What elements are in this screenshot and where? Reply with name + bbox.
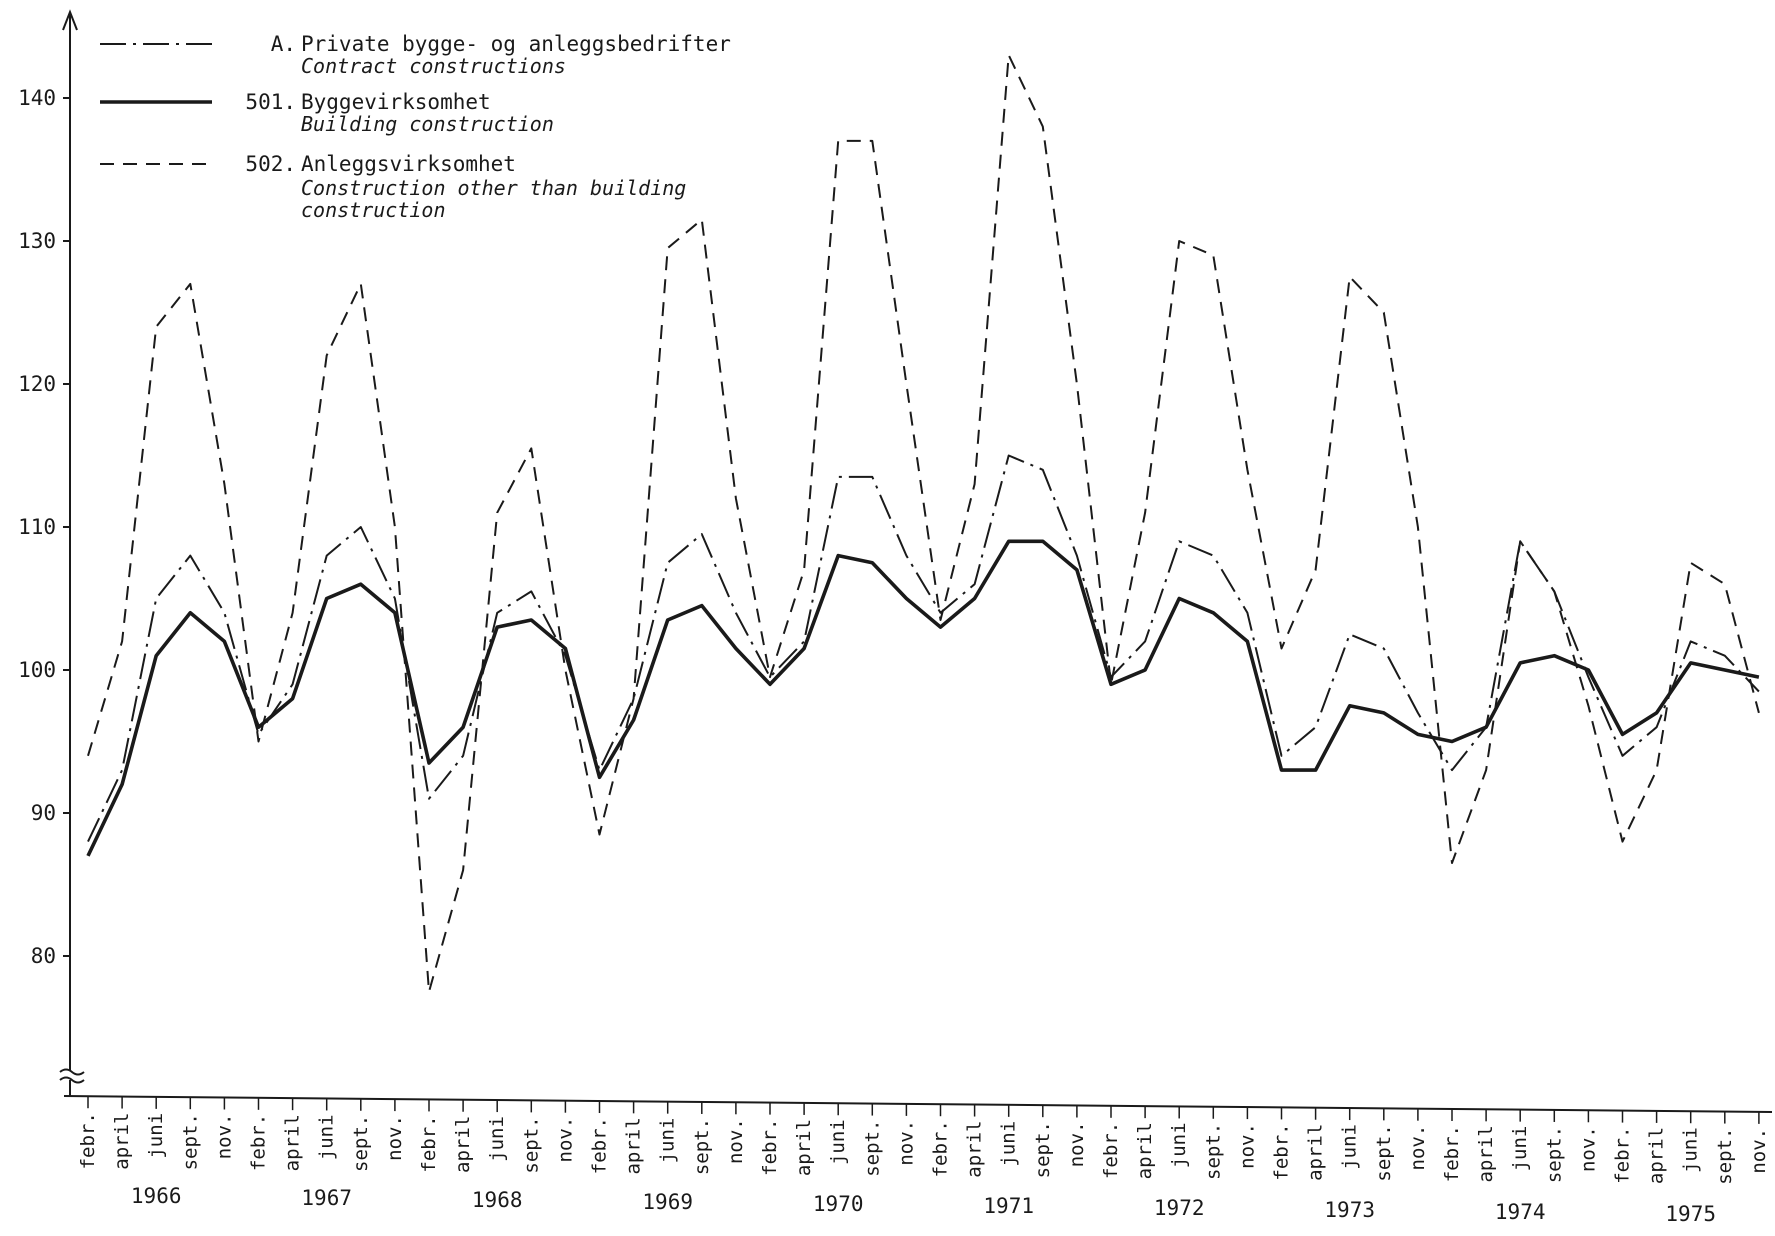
x-tick-label: nov. <box>1577 1126 1599 1172</box>
x-tick-label: juni <box>316 1114 338 1160</box>
axis-break-mark <box>59 1076 85 1084</box>
x-tick-label: febr. <box>930 1120 952 1177</box>
x-tick-label: sept. <box>1714 1128 1736 1185</box>
x-axis-line <box>63 1095 1773 1113</box>
legend-label: Anleggsvirksomhet <box>301 152 516 176</box>
x-tick-label: nov. <box>213 1114 235 1160</box>
x-tick-label: nov. <box>1066 1121 1088 1167</box>
x-tick-label: sept. <box>1202 1123 1224 1180</box>
axis-break-mark <box>59 1068 85 1076</box>
year-label: 1970 <box>813 1192 864 1216</box>
x-tick-label: juni <box>1680 1127 1702 1173</box>
x-tick-label: febr. <box>759 1119 781 1176</box>
x-tick-label: febr. <box>77 1112 99 1169</box>
x-tick-label: juni <box>827 1119 849 1165</box>
x-tick-label: sept. <box>179 1113 201 1170</box>
year-label: 1969 <box>642 1190 693 1214</box>
year-label: 1975 <box>1665 1202 1716 1226</box>
year-label: 1972 <box>1154 1196 1205 1220</box>
x-tick-label: april <box>282 1114 304 1171</box>
x-tick-label: sept. <box>1543 1126 1565 1183</box>
x-tick-label: april <box>111 1113 133 1170</box>
x-tick-label: juni <box>998 1121 1020 1167</box>
x-tick-label: febr. <box>1441 1125 1463 1182</box>
x-tick-label: nov. <box>1236 1123 1258 1169</box>
y-tick-label: 120 <box>18 372 56 396</box>
x-tick-label: febr. <box>418 1115 440 1172</box>
legend-code: A. <box>271 32 296 56</box>
y-tick-label: 130 <box>18 229 56 253</box>
x-axis-tick-labels: febr. april juni sept. nov. febr. april juni sep… <box>77 1112 1770 1226</box>
x-tick-label: april <box>452 1116 474 1173</box>
x-tick-label: febr. <box>1271 1123 1293 1180</box>
x-tick-label: febr. <box>589 1117 611 1174</box>
year-label: 1973 <box>1324 1198 1375 1222</box>
x-tick-label: sept. <box>350 1115 372 1172</box>
x-tick-label: juni <box>1509 1126 1531 1172</box>
year-label: 1968 <box>472 1188 523 1212</box>
y-tick-label: 100 <box>18 658 56 682</box>
x-tick-label: april <box>793 1119 815 1176</box>
x-tick-label: sept. <box>861 1120 883 1177</box>
series-line <box>87 454 1760 843</box>
legend-label: Byggevirksomhet <box>301 90 491 114</box>
x-tick-label: nov. <box>384 1115 406 1161</box>
legend-label: Private bygge- og anleggsbedrifter <box>301 32 731 56</box>
x-tick-label: nov. <box>1748 1128 1770 1174</box>
y-tick-label: 110 <box>18 515 56 539</box>
x-tick-label: febr. <box>1612 1127 1634 1184</box>
x-tick-label: sept. <box>1032 1121 1054 1178</box>
x-tick-label: nov. <box>1407 1125 1429 1171</box>
legend: A. Private bygge- og anleggsbedrifter 501.… <box>100 32 731 222</box>
x-tick-label: sept. <box>520 1116 542 1173</box>
x-tick-label: febr. <box>248 1114 270 1171</box>
legend-code: 501. <box>245 90 296 114</box>
y-tick-label: 80 <box>31 944 56 968</box>
x-tick-label: nov. <box>554 1117 576 1163</box>
series-lines <box>86 54 1760 993</box>
axes <box>59 9 1773 1124</box>
x-tick-label: sept. <box>691 1118 713 1175</box>
x-tick-label: juni <box>486 1116 508 1162</box>
y-axis-arrow <box>62 9 78 31</box>
legend-label-en: Building construction <box>301 112 554 136</box>
legend-label-en: Construction other than building construc… <box>301 176 686 222</box>
y-tick-label: 90 <box>31 801 56 825</box>
year-label: 1971 <box>983 1194 1034 1218</box>
x-tick-label: april <box>964 1121 986 1178</box>
year-label: 1974 <box>1495 1200 1546 1224</box>
x-tick-label: juni <box>145 1113 167 1159</box>
x-tick-label: april <box>1475 1125 1497 1182</box>
x-tick-label: juni <box>657 1118 679 1164</box>
x-tick-label: april <box>1646 1127 1668 1184</box>
x-tick-label: juni <box>1168 1122 1190 1168</box>
x-tick-label: febr. <box>1100 1122 1122 1179</box>
year-label: 1966 <box>131 1184 182 1208</box>
x-tick-label: nov. <box>725 1118 747 1164</box>
year-label: 1967 <box>301 1186 352 1210</box>
legend-label-en: Contract constructions <box>301 54 566 78</box>
series-line <box>86 539 1760 857</box>
x-tick-label: juni <box>1339 1124 1361 1170</box>
x-tick-label: nov. <box>895 1120 917 1166</box>
y-axis-tick-labels: 80 90 100 110 120 130 140 <box>18 86 56 968</box>
x-tick-label: sept. <box>1373 1124 1395 1181</box>
x-tick-label: april <box>1305 1124 1327 1181</box>
x-tick-label: april <box>1134 1122 1156 1179</box>
legend-code: 502. <box>245 152 296 176</box>
x-tick-label: april <box>623 1117 645 1174</box>
y-tick-label: 140 <box>18 86 56 110</box>
